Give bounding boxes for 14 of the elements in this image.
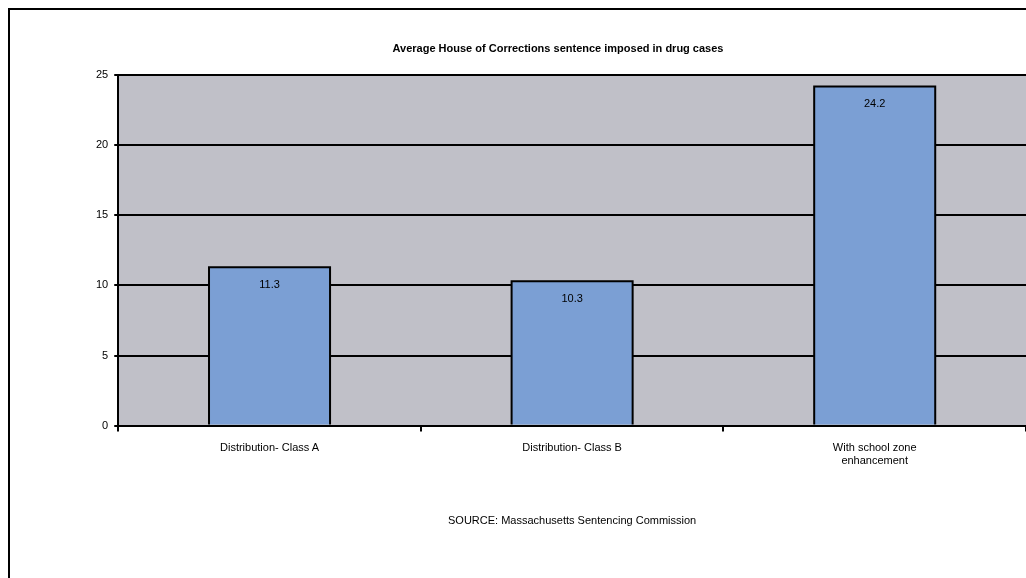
x-tick-label: With school zone enhancement [832,441,917,467]
source-note: SOURCE: Massachusetts Sentencing Commission [448,514,697,527]
y-tick-label: 20 [95,138,109,151]
y-tick-label: 10 [95,278,109,291]
x-tick-label: Distribution- Class B [522,441,622,454]
y-tick-label: 0 [102,418,109,431]
x-tick-label: Distribution- Class A [220,441,320,454]
data-label: 11.3 [259,277,280,290]
y-tick-label: 25 [95,68,109,81]
y-tick-label: 5 [102,348,109,361]
data-label: 24.2 [863,96,886,109]
chart-title: Average House of Corrections sentence imposed in drug cases [392,41,724,54]
data-label: 10.3 [561,291,583,304]
y-tick-label: 15 [95,208,109,221]
